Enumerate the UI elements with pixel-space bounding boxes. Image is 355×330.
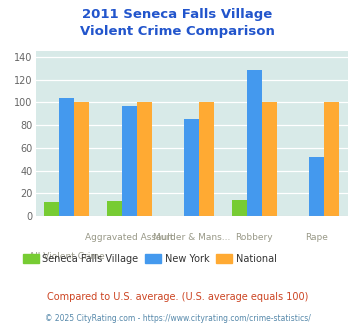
Bar [199, 102, 214, 216]
Bar [137, 102, 152, 216]
Bar [184, 119, 199, 216]
Bar [107, 201, 122, 216]
Bar [74, 102, 89, 216]
Bar [309, 157, 324, 216]
Text: Rape: Rape [305, 233, 328, 242]
Text: All Violent Crime: All Violent Crime [29, 252, 105, 261]
Bar [122, 106, 137, 216]
Text: 2011 Seneca Falls Village
Violent Crime Comparison: 2011 Seneca Falls Village Violent Crime … [80, 8, 275, 38]
Bar [247, 71, 262, 216]
Text: Aggravated Assault: Aggravated Assault [85, 233, 174, 242]
Text: Robbery: Robbery [235, 233, 273, 242]
Text: Compared to U.S. average. (U.S. average equals 100): Compared to U.S. average. (U.S. average … [47, 292, 308, 302]
Text: © 2025 CityRating.com - https://www.cityrating.com/crime-statistics/: © 2025 CityRating.com - https://www.city… [45, 314, 310, 323]
Text: Murder & Mans...: Murder & Mans... [153, 233, 230, 242]
Bar [44, 203, 59, 216]
Bar [262, 102, 277, 216]
Bar [59, 98, 74, 216]
Bar [324, 102, 339, 216]
Bar [232, 200, 247, 216]
Legend: Seneca Falls Village, New York, National: Seneca Falls Village, New York, National [19, 249, 280, 267]
